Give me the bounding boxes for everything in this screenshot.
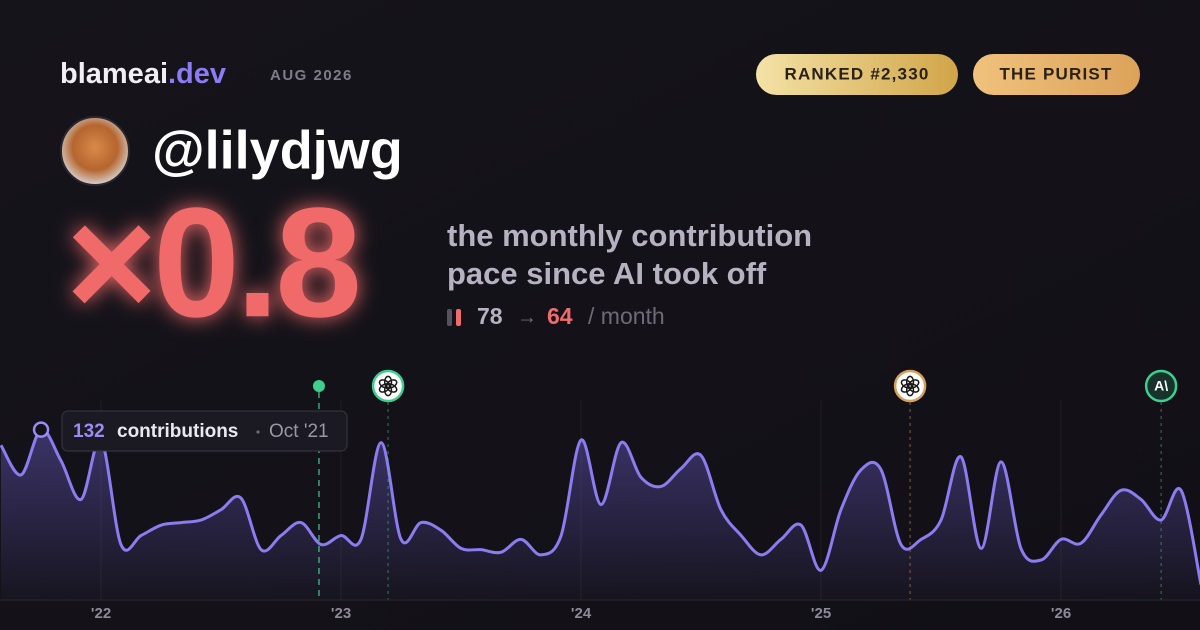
hover-point — [32, 421, 50, 438]
badge — [973, 54, 1140, 95]
tooltip: 132 contributions Oct '21 — [61, 410, 348, 452]
event-logo — [900, 375, 920, 397]
multiplier: ×0.8 — [66, 176, 358, 350]
event-icon — [893, 369, 927, 403]
badge-label: THE PURIST — [999, 64, 1112, 83]
tooltip-date: Oct '21 — [269, 421, 329, 442]
event-icon — [371, 369, 405, 403]
tooltip-box — [61, 410, 348, 452]
pace-icon — [456, 309, 461, 326]
tooltip-value: 132 — [73, 421, 105, 442]
pace-after: 64 — [547, 303, 573, 329]
brand-tld: .dev — [168, 58, 226, 90]
pace-before: 78 — [477, 303, 503, 329]
avatar — [60, 116, 130, 186]
tooltip-separator — [256, 430, 260, 434]
x-tick-label: '23 — [331, 605, 351, 622]
x-tick-label: '24 — [571, 605, 592, 622]
badge-label: RANKED #2,330 — [784, 64, 929, 83]
brand: blameai.dev — [60, 58, 226, 90]
x-tick-label: '25 — [811, 605, 831, 622]
x-tick-label: '26 — [1051, 605, 1071, 622]
description-line: pace since AI took off — [447, 256, 767, 291]
pace-icon — [447, 309, 452, 326]
x-tick-label: '22 — [91, 605, 111, 622]
line — [0, 428, 1200, 585]
event-icon — [1144, 369, 1178, 403]
chart: '22 '23 '24 '25 '26 A\ — [0, 369, 1200, 622]
event-dot — [312, 380, 325, 392]
logo-petal — [378, 379, 391, 389]
brand-name: blameai — [60, 58, 168, 90]
area — [0, 429, 1200, 600]
pace-arrow: → — [517, 306, 537, 328]
event-logo — [378, 375, 398, 397]
event-label: A\ — [1154, 378, 1168, 394]
tooltip-label: contributions — [117, 421, 238, 442]
date: AUG 2026 — [270, 67, 353, 84]
handle: @lilydjwg — [152, 120, 403, 180]
description-line: the monthly contribution — [447, 218, 812, 253]
logo-petal — [900, 379, 913, 389]
pace-unit: / month — [588, 303, 665, 329]
badge — [756, 54, 958, 95]
